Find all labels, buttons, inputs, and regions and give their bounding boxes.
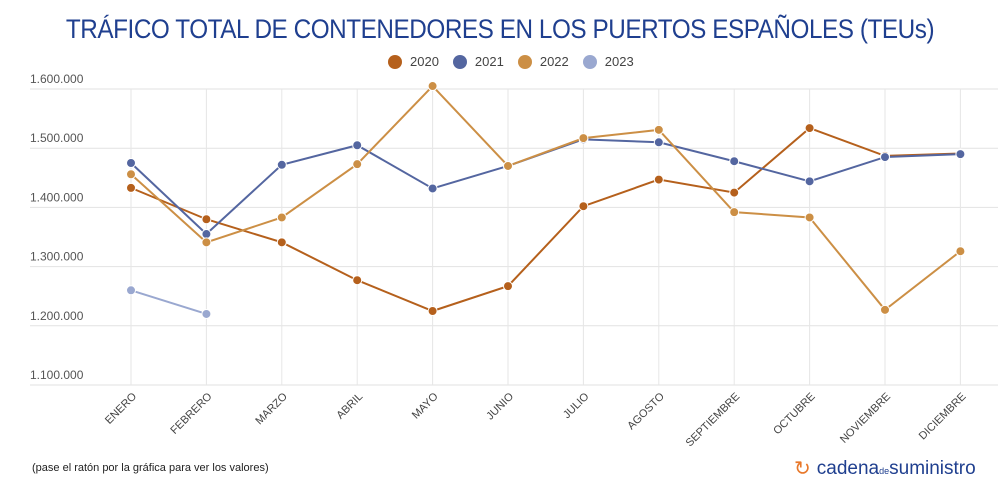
x-tick-label: SEPTIEMBRE <box>684 391 743 450</box>
data-point-2021[interactable] <box>276 159 287 170</box>
x-tick-label: FEBRERO <box>168 390 214 436</box>
data-point-2022[interactable] <box>880 304 890 315</box>
data-point-2021[interactable] <box>729 156 740 167</box>
series-line-2020 <box>130 126 961 313</box>
data-point-2021[interactable] <box>653 137 664 148</box>
data-point-2022[interactable] <box>503 160 513 171</box>
x-tick-label: JUNIO <box>484 390 516 422</box>
data-point-2022[interactable] <box>276 212 287 223</box>
data-point-2020[interactable] <box>276 237 287 248</box>
data-point-2021[interactable] <box>126 158 136 168</box>
x-tick-label: MAYO <box>410 390 441 421</box>
data-point-2021[interactable] <box>201 229 212 240</box>
y-tick-label: 1.100.000 <box>30 368 84 382</box>
data-point-2021[interactable] <box>352 140 363 151</box>
data-point-2022[interactable] <box>352 159 363 170</box>
data-point-2022[interactable] <box>955 246 966 257</box>
y-tick-label: 1.400.000 <box>30 190 84 204</box>
data-point-2022[interactable] <box>804 212 815 223</box>
series-line-2021 <box>130 138 961 236</box>
data-point-2020[interactable] <box>653 174 664 185</box>
data-point-2020[interactable] <box>578 201 589 212</box>
data-point-2022[interactable] <box>126 169 136 180</box>
legend-marker <box>452 54 467 69</box>
legend-marker <box>582 54 597 69</box>
x-tick-label: OCTUBRE <box>771 391 818 438</box>
hover-note: (pase el ratón por la gráfica para ver l… <box>32 462 269 474</box>
y-tick-label: 1.500.000 <box>30 131 84 145</box>
chart-title: TRÁFICO TOTAL DE CONTENEDORES EN LOS PUE… <box>65 14 935 44</box>
series-line-2022 <box>130 84 962 312</box>
x-tick-label: AGOSTO <box>625 390 667 432</box>
x-tick-label: ABRIL <box>334 391 365 422</box>
logo-icon: ↻ <box>794 458 811 480</box>
line-chart[interactable]: 1.100.000 1.200.000 1.300.000 1.400.000 1.50… <box>0 0 1000 460</box>
data-point-2022[interactable] <box>653 124 664 135</box>
data-point-2021[interactable] <box>427 183 438 194</box>
data-point-2023[interactable] <box>126 285 136 296</box>
legend-item-2023[interactable]: 2023 <box>582 54 634 69</box>
y-tick-label: 1.300.000 <box>30 250 84 264</box>
data-point-2020[interactable] <box>201 214 212 225</box>
x-tick-label: JULIO <box>561 390 592 421</box>
legend: 2020 2021 2022 2023 <box>388 54 634 69</box>
data-point-2021[interactable] <box>880 152 890 163</box>
legend-marker <box>517 54 532 69</box>
data-point-2020[interactable] <box>126 182 136 193</box>
legend-item-2020[interactable]: 2020 <box>388 54 439 69</box>
x-tick-label: NOVIEMBRE <box>838 391 893 446</box>
data-point-2020[interactable] <box>352 275 363 286</box>
legend-marker <box>388 54 402 69</box>
legend-label: 2020 <box>410 54 439 69</box>
data-point-2020[interactable] <box>804 123 815 134</box>
legend-item-2022[interactable]: 2022 <box>517 54 569 69</box>
x-tick-label: MARZO <box>253 390 290 427</box>
data-point-2021[interactable] <box>804 176 815 187</box>
data-point-2022[interactable] <box>729 207 740 218</box>
logo: ↻ cadenadesuministro <box>794 457 976 481</box>
legend-item-2021[interactable]: 2021 <box>452 54 504 69</box>
y-tick-label: 1.200.000 <box>30 309 84 323</box>
data-point-2022[interactable] <box>427 81 438 92</box>
data-point-2022[interactable] <box>578 133 589 144</box>
legend-label: 2023 <box>604 54 634 69</box>
legend-label: 2021 <box>474 54 504 69</box>
data-point-2021[interactable] <box>955 149 966 160</box>
legend-label: 2022 <box>539 54 569 69</box>
data-point-2020[interactable] <box>503 281 513 292</box>
data-point-2020[interactable] <box>729 187 740 198</box>
x-tick-label: ENERO <box>103 390 139 426</box>
series-line-2023 <box>130 289 207 315</box>
data-point-2020[interactable] <box>427 306 438 316</box>
data-point-2022[interactable] <box>201 237 212 248</box>
x-tick-label: DICIEMBRE <box>917 391 969 443</box>
y-tick-label: 1.600.000 <box>30 72 84 86</box>
data-point-2023[interactable] <box>201 308 212 319</box>
